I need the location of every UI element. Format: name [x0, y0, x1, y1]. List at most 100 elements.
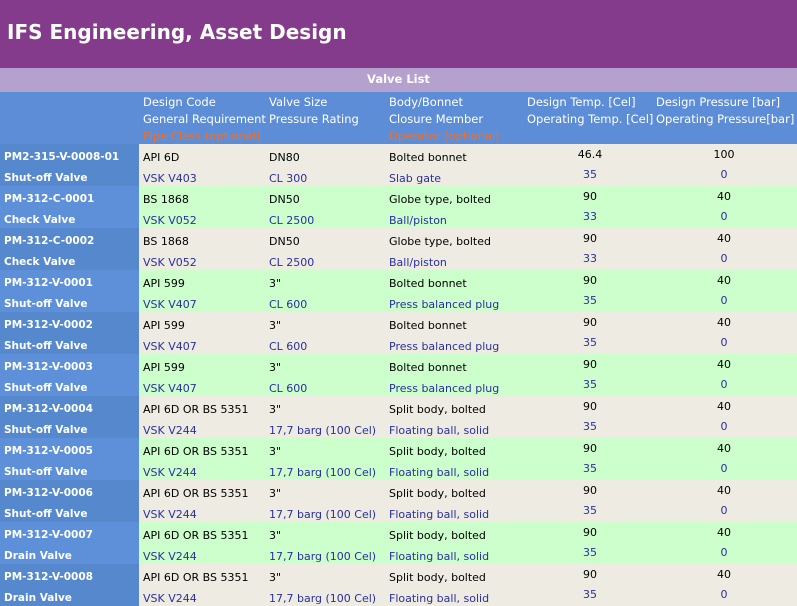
- operating-temp: 35: [583, 546, 597, 559]
- table-row[interactable]: PM2-315-V-0008-01 Shut-off Valve API 6D …: [0, 144, 797, 186]
- operating-temp: 35: [583, 336, 597, 349]
- general-requirement: VSK V244: [143, 508, 197, 521]
- body-bonnet: Globe type, bolted: [389, 193, 491, 206]
- row-cells: [139, 354, 797, 396]
- design-code: BS 1868: [143, 193, 189, 206]
- body-bonnet: Globe type, bolted: [389, 235, 491, 248]
- header-line: Operating Pressure[bar]: [656, 112, 795, 126]
- row-header: PM-312-V-0001 Shut-off Valve: [0, 270, 139, 312]
- header-line: Design Pressure [bar]: [656, 95, 781, 109]
- general-requirement: VSK V407: [143, 382, 197, 395]
- closure-member: Press balanced plug: [389, 382, 500, 395]
- table-row[interactable]: PM-312-V-0003 Shut-off Valve API 599 VSK…: [0, 354, 797, 396]
- row-cells: [139, 522, 797, 564]
- valve-id[interactable]: PM-312-V-0001: [4, 277, 93, 289]
- body-bonnet: Split body, bolted: [389, 403, 486, 416]
- valve-type: Check Valve: [4, 214, 76, 226]
- body-bonnet: Split body, bolted: [389, 445, 486, 458]
- table-row[interactable]: PM-312-V-0001 Shut-off Valve API 599 VSK…: [0, 270, 797, 312]
- closure-member: Ball/piston: [389, 214, 447, 227]
- valve-size: DN50: [269, 235, 300, 248]
- operating-temp: 35: [583, 504, 597, 517]
- table-row[interactable]: PM-312-V-0002 Shut-off Valve API 599 VSK…: [0, 312, 797, 354]
- design-code: API 6D OR BS 5351: [143, 487, 249, 500]
- design-temp: 90: [583, 400, 597, 413]
- table-row[interactable]: PM-312-V-0005 Shut-off Valve API 6D OR B…: [0, 438, 797, 480]
- valve-id[interactable]: PM-312-C-0001: [4, 193, 95, 205]
- valve-id[interactable]: PM-312-V-0006: [4, 487, 93, 499]
- valve-id[interactable]: PM-312-V-0002: [4, 319, 93, 331]
- row-header: PM-312-V-0007 Drain Valve: [0, 522, 139, 564]
- design-temp: 90: [583, 442, 597, 455]
- column-header-temperature[interactable]: Design Temp. [Cel] Operating Temp. [Cel]: [527, 94, 653, 128]
- row-header: PM-312-V-0002 Shut-off Valve: [0, 312, 139, 354]
- pressure-rating: 17,7 barg (100 Cel): [269, 592, 377, 605]
- header-line: Closure Member: [389, 112, 484, 126]
- design-code: API 6D OR BS 5351: [143, 571, 249, 584]
- column-header-pressure[interactable]: Design Pressure [bar] Operating Pressure…: [656, 94, 794, 128]
- closure-member: Slab gate: [389, 172, 442, 185]
- design-code: API 599: [143, 361, 185, 374]
- table-row[interactable]: PM-312-V-0006 Shut-off Valve API 6D OR B…: [0, 480, 797, 522]
- valve-type: Shut-off Valve: [4, 172, 88, 184]
- pressure-rating: CL 2500: [269, 214, 315, 227]
- header-line: Design Code: [143, 95, 216, 109]
- valve-id[interactable]: PM2-315-V-0008-01: [4, 151, 120, 163]
- column-header-design-code[interactable]: Design Code General Requirement Pipe Cla…: [143, 94, 266, 145]
- app-title: IFS Engineering, Asset Design: [7, 20, 347, 44]
- design-pressure: 40: [717, 526, 731, 539]
- valve-id[interactable]: PM-312-C-0002: [4, 235, 95, 247]
- table-row[interactable]: PM-312-C-0002 Check Valve BS 1868 VSK V0…: [0, 228, 797, 270]
- row-cells: [139, 564, 797, 606]
- pressure-rating: CL 600: [269, 382, 308, 395]
- column-header-valve-size[interactable]: Valve Size Pressure Rating: [269, 94, 359, 128]
- general-requirement: VSK V244: [143, 592, 197, 605]
- table-row[interactable]: PM-312-V-0007 Drain Valve API 6D OR BS 5…: [0, 522, 797, 564]
- operating-pressure: 0: [720, 378, 728, 391]
- valve-id[interactable]: PM-312-V-0007: [4, 529, 93, 541]
- design-code: API 6D OR BS 5351: [143, 403, 249, 416]
- pressure-rating: 17,7 barg (100 Cel): [269, 550, 377, 563]
- operating-temp: 35: [583, 294, 597, 307]
- design-temp: 90: [583, 316, 597, 329]
- design-pressure: 40: [717, 190, 731, 203]
- table-row[interactable]: PM-312-V-0008 Drain Valve API 6D OR BS 5…: [0, 564, 797, 606]
- valve-id[interactable]: PM-312-V-0003: [4, 361, 93, 373]
- design-temp: 90: [583, 568, 597, 581]
- header-line: Design Temp. [Cel]: [527, 95, 636, 109]
- table-row[interactable]: PM-312-C-0001 Check Valve BS 1868 VSK V0…: [0, 186, 797, 228]
- valve-id[interactable]: PM-312-V-0004: [4, 403, 93, 415]
- column-header-body-bonnet[interactable]: Body/Bonnet Closure Member Operator (opt…: [389, 94, 500, 145]
- valve-table-body: PM2-315-V-0008-01 Shut-off Valve API 6D …: [0, 144, 797, 606]
- row-cells: [139, 396, 797, 438]
- closure-member: Floating ball, solid: [389, 550, 490, 563]
- design-pressure: 40: [717, 442, 731, 455]
- valve-size: 3": [269, 277, 282, 290]
- valve-type: Shut-off Valve: [4, 382, 88, 394]
- valve-type: Drain Valve: [4, 592, 72, 604]
- operating-temp: 35: [583, 462, 597, 475]
- valve-id[interactable]: PM-312-V-0008: [4, 571, 93, 583]
- row-cells: [139, 270, 797, 312]
- column-header-row: Design Code General Requirement Pipe Cla…: [0, 92, 797, 144]
- pressure-rating: CL 2500: [269, 256, 315, 269]
- valve-type: Shut-off Valve: [4, 424, 88, 436]
- closure-member: Floating ball, solid: [389, 424, 490, 437]
- table-row[interactable]: PM-312-V-0004 Shut-off Valve API 6D OR B…: [0, 396, 797, 438]
- header-line: General Requirement: [143, 112, 266, 126]
- valve-size: 3": [269, 361, 282, 374]
- valve-id[interactable]: PM-312-V-0005: [4, 445, 93, 457]
- valve-size: 3": [269, 529, 282, 542]
- design-code: BS 1868: [143, 235, 189, 248]
- row-cells: [139, 186, 797, 228]
- header-line: Operating Temp. [Cel]: [527, 112, 654, 126]
- row-header: PM-312-V-0008 Drain Valve: [0, 564, 139, 606]
- design-pressure: 40: [717, 568, 731, 581]
- closure-member: Press balanced plug: [389, 298, 500, 311]
- body-bonnet: Split body, bolted: [389, 529, 486, 542]
- design-code: API 6D: [143, 151, 180, 164]
- body-bonnet: Bolted bonnet: [389, 361, 467, 374]
- operating-pressure: 0: [720, 420, 728, 433]
- design-temp: 90: [583, 232, 597, 245]
- design-pressure: 40: [717, 400, 731, 413]
